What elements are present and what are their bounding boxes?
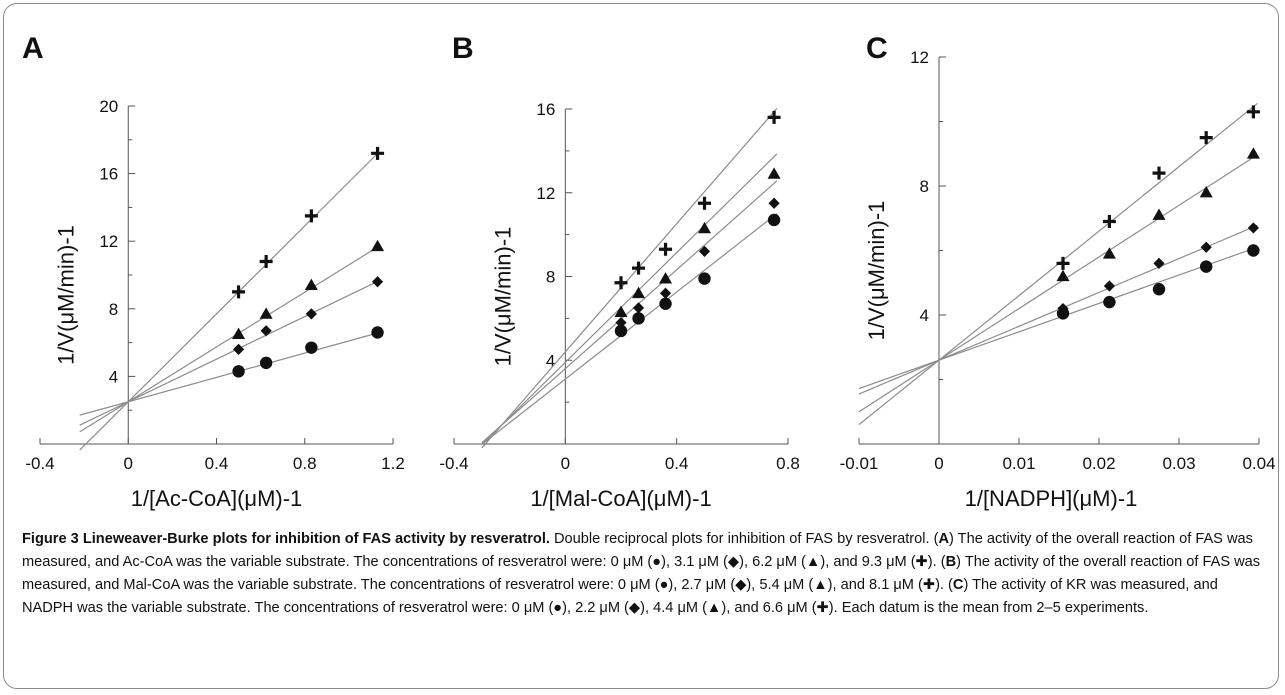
data-point-triangle (632, 287, 645, 298)
series-line-cross (482, 108, 777, 448)
y-tick-label: 4 (109, 367, 118, 386)
data-point-diamond (1201, 242, 1212, 253)
figure-caption: Figure 3 Lineweaver-Burke plots for inhi… (22, 528, 1270, 620)
charts-svg: A -0.4 0 0.4 0.8 1.2 4 8 12 16 20 1/[Ac-CoA](μM)-1 1… (0, 0, 1285, 525)
y-tick-label: 8 (920, 177, 929, 196)
x-tick-label: -0.4 (439, 454, 468, 473)
data-point-triangle (371, 240, 384, 251)
x-tick-label: 1.2 (381, 454, 405, 473)
x-tick-label: -0.4 (25, 454, 54, 473)
data-point-diamond (261, 325, 272, 336)
data-point-cross (1153, 167, 1166, 180)
caption-ref-a: A (938, 531, 949, 547)
data-point-cross (1057, 257, 1070, 270)
y-tick-label: 8 (546, 268, 555, 287)
y-axis-title: 1/V(μM/min)-1 (490, 227, 515, 367)
x-axis-title: 1/[NADPH](μM)-1 (965, 486, 1138, 511)
x-tick-label: 0.4 (205, 454, 229, 473)
data-point-diamond (233, 344, 244, 355)
data-point-circle (659, 298, 671, 310)
caption-title: Figure 3 Lineweaver-Burke plots for inhi… (22, 531, 550, 547)
data-point-diamond (306, 308, 317, 319)
data-point-diamond (768, 198, 779, 209)
data-point-circle (632, 312, 644, 324)
data-point-circle (260, 357, 272, 369)
data-point-triangle (1200, 186, 1213, 197)
y-tick-label: 12 (910, 48, 929, 67)
data-point-cross (1247, 105, 1260, 118)
data-point-triangle (1057, 270, 1070, 281)
chart-panel-a: A -0.4 0 0.4 0.8 1.2 4 8 12 16 20 1/[Ac-CoA](μM)-1 1… (22, 32, 405, 511)
x-tick-label: 0 (934, 454, 943, 473)
y-tick-label: 12 (99, 232, 118, 251)
x-tick-label: 0.03 (1162, 454, 1195, 473)
y-tick-label: 16 (536, 100, 555, 119)
data-point-triangle (232, 328, 245, 339)
data-point-triangle (659, 272, 672, 283)
series-line-circle (482, 214, 777, 445)
data-point-circle (1247, 244, 1259, 256)
panel-letter: A (22, 32, 44, 65)
data-point-cross (615, 276, 628, 289)
data-point-diamond (372, 276, 383, 287)
series-line-triangle (80, 247, 378, 432)
y-tick-label: 4 (546, 351, 555, 370)
caption-ref-c: C (953, 577, 964, 593)
data-point-diamond (1248, 222, 1259, 233)
panel-letter: B (452, 32, 474, 65)
x-tick-label: 0.01 (1002, 454, 1035, 473)
x-tick-label: 0 (561, 454, 570, 473)
x-tick-label: 0.02 (1082, 454, 1115, 473)
data-point-cross (698, 197, 711, 210)
data-point-diamond (633, 302, 644, 313)
x-tick-label: 0.8 (776, 454, 800, 473)
data-point-circle (1103, 296, 1115, 308)
x-axis-title: 1/[Mal-CoA](μM)-1 (530, 486, 711, 511)
y-tick-label: 20 (99, 97, 118, 116)
data-point-circle (371, 326, 383, 338)
data-point-diamond (699, 246, 710, 257)
chart-panel-b: B -0.4 0 0.4 0.8 4 8 12 16 1/[Mal-CoA](μM)-1 1/V(μ… (439, 32, 799, 511)
data-point-circle (1153, 283, 1165, 295)
data-point-circle (232, 365, 244, 377)
caption-ref-b: B (946, 554, 957, 570)
y-axis-title: 1/V(μM/min)-1 (53, 225, 78, 365)
panel-letter: C (866, 32, 888, 65)
chart-panel-c: C -0.01 0 0.01 0.02 0.03 0.04 4 8 12 1/[NADPH](μM)… (840, 32, 1276, 511)
x-tick-label: 0.4 (665, 454, 689, 473)
data-point-cross (260, 255, 273, 268)
y-tick-label: 4 (920, 306, 929, 325)
series-line-circle (80, 333, 378, 415)
data-point-cross (1200, 131, 1213, 144)
x-tick-label: -0.01 (840, 454, 879, 473)
data-point-triangle (698, 222, 711, 233)
y-tick-label: 16 (99, 165, 118, 184)
x-tick-label: 0.04 (1242, 454, 1275, 473)
data-point-triangle (768, 167, 781, 178)
y-tick-label: 8 (109, 300, 118, 319)
series-line-diamond (482, 181, 777, 443)
x-tick-label: 0.8 (293, 454, 317, 473)
y-tick-label: 12 (536, 184, 555, 203)
data-point-cross (768, 111, 781, 124)
series-line-triangle (482, 154, 777, 445)
data-point-circle (305, 341, 317, 353)
data-point-circle (698, 272, 710, 284)
data-point-triangle (1247, 147, 1260, 158)
x-tick-label: 0 (124, 454, 133, 473)
data-point-circle (768, 214, 780, 226)
data-point-circle (1200, 260, 1212, 272)
series-line-cross (80, 153, 378, 450)
data-point-triangle (1153, 209, 1166, 220)
data-point-cross (305, 209, 318, 222)
data-point-diamond (1153, 258, 1164, 269)
x-axis-title: 1/[Ac-CoA](μM)-1 (131, 486, 303, 511)
data-point-cross (659, 243, 672, 256)
data-point-triangle (305, 279, 318, 290)
caption-text-1: Double reciprocal plots for inhibition o… (550, 531, 939, 547)
y-axis-title: 1/V(μM/min)-1 (864, 201, 889, 341)
